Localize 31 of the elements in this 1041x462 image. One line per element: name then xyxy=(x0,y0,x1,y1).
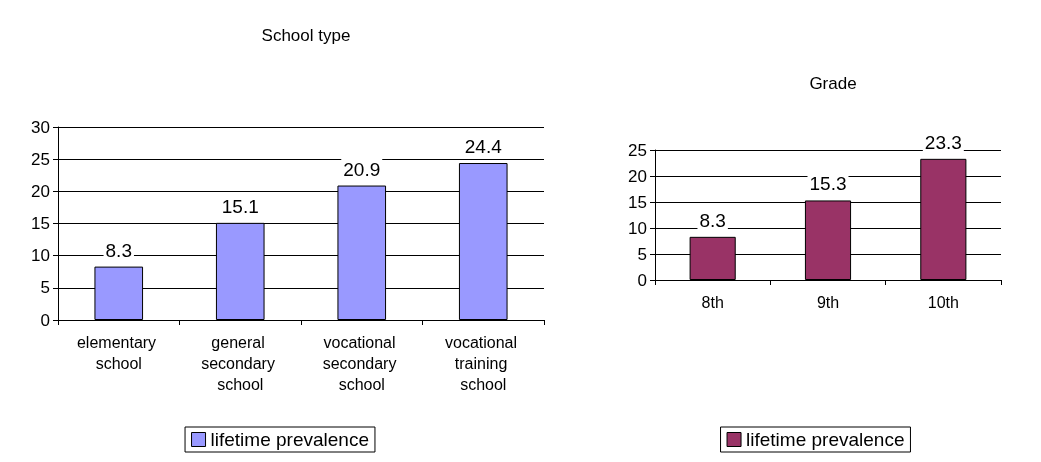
legend-label: lifetime prevalence xyxy=(746,429,905,450)
y-tick-label: 25 xyxy=(628,140,647,160)
data-label: 23.3 xyxy=(924,131,962,153)
chart-title: School type xyxy=(261,26,351,45)
y-tick-label: 5 xyxy=(40,278,50,298)
data-label: 20.9 xyxy=(343,158,381,180)
data-label: 15.1 xyxy=(221,195,259,217)
data-label: 15.3 xyxy=(809,173,847,195)
x-tick-label: 9th xyxy=(816,294,840,311)
x-tick-label: vocational secondary school xyxy=(322,334,401,393)
data-label: 8.3 xyxy=(699,209,726,231)
y-tick-label: 15 xyxy=(31,214,50,233)
y-tick-label: 10 xyxy=(31,246,50,266)
y-tick-label: 15 xyxy=(628,192,647,212)
y-tick-label: 20 xyxy=(31,181,50,201)
x-tick-label: 8th xyxy=(701,294,724,311)
x-tick-label: vocational training school xyxy=(445,334,522,393)
x-tick-label: general secondary school xyxy=(201,334,280,393)
chart-title: Grade xyxy=(809,74,857,93)
y-tick-label: 10 xyxy=(628,218,647,238)
data-label: 24.4 xyxy=(464,136,503,158)
y-tick-label: 0 xyxy=(637,270,647,290)
legend-label: lifetime prevalence xyxy=(210,429,369,450)
x-tick-label: 10th xyxy=(927,294,959,311)
y-tick-label: 20 xyxy=(628,166,647,186)
y-tick-label: 25 xyxy=(31,149,50,169)
data-label: 8.3 xyxy=(105,239,132,261)
y-tick-label: 5 xyxy=(637,244,647,264)
y-tick-label: 0 xyxy=(40,310,50,330)
y-tick-label: 30 xyxy=(31,117,50,137)
x-tick-label: elementary school xyxy=(76,334,161,372)
